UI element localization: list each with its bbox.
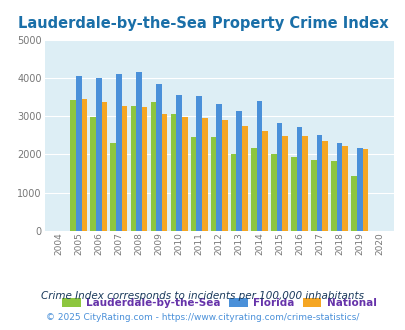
- Bar: [302, 136, 307, 231]
- Bar: [196, 96, 201, 231]
- Bar: [290, 157, 296, 231]
- Bar: [141, 107, 147, 231]
- Bar: [70, 100, 76, 231]
- Text: Lauderdale-by-the-Sea Property Crime Index: Lauderdale-by-the-Sea Property Crime Ind…: [18, 16, 387, 31]
- Bar: [256, 101, 262, 231]
- Bar: [156, 84, 162, 231]
- Legend: Lauderdale-by-the-Sea, Florida, National: Lauderdale-by-the-Sea, Florida, National: [58, 294, 379, 312]
- Bar: [190, 137, 196, 231]
- Text: Crime Index corresponds to incidents per 100,000 inhabitants: Crime Index corresponds to incidents per…: [41, 291, 364, 301]
- Bar: [336, 143, 341, 231]
- Bar: [276, 123, 281, 231]
- Bar: [316, 135, 322, 231]
- Bar: [310, 160, 316, 231]
- Bar: [322, 141, 327, 231]
- Bar: [216, 104, 222, 231]
- Bar: [181, 117, 187, 231]
- Bar: [356, 148, 362, 231]
- Bar: [250, 148, 256, 231]
- Text: © 2025 CityRating.com - https://www.cityrating.com/crime-statistics/: © 2025 CityRating.com - https://www.city…: [46, 313, 359, 322]
- Bar: [262, 131, 267, 231]
- Bar: [90, 117, 96, 231]
- Bar: [130, 106, 136, 231]
- Bar: [230, 154, 236, 231]
- Bar: [170, 114, 176, 231]
- Bar: [150, 102, 156, 231]
- Bar: [101, 102, 107, 231]
- Bar: [341, 146, 347, 231]
- Bar: [116, 74, 121, 231]
- Bar: [222, 120, 227, 231]
- Bar: [350, 176, 356, 231]
- Bar: [236, 111, 241, 231]
- Bar: [210, 137, 216, 231]
- Bar: [96, 78, 101, 231]
- Bar: [110, 143, 116, 231]
- Bar: [296, 127, 302, 231]
- Bar: [281, 136, 287, 231]
- Bar: [271, 154, 276, 231]
- Bar: [330, 161, 336, 231]
- Bar: [241, 126, 247, 231]
- Bar: [176, 95, 181, 231]
- Bar: [201, 118, 207, 231]
- Bar: [162, 114, 167, 231]
- Bar: [76, 76, 81, 231]
- Bar: [122, 106, 127, 231]
- Bar: [81, 99, 87, 231]
- Bar: [136, 72, 141, 231]
- Bar: [362, 149, 367, 231]
